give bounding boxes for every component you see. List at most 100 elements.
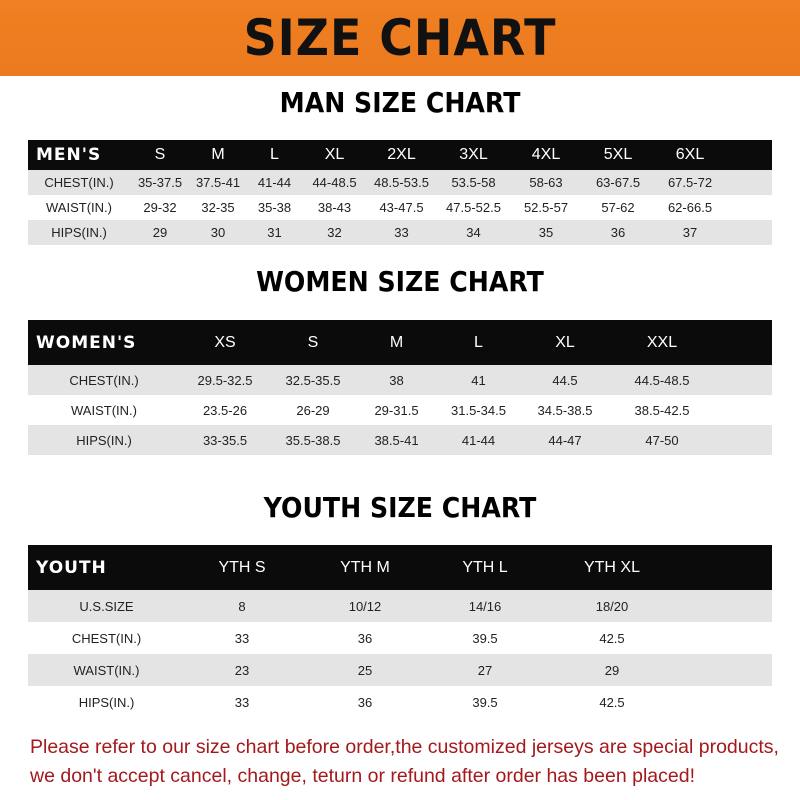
header-row: YOUTH YTH S YTH M YTH L YTH XL bbox=[28, 545, 772, 590]
measurement-cell: 33-35.5 bbox=[202, 432, 248, 448]
measurement-cell: 34 bbox=[466, 225, 481, 240]
measurement-cell: 33 bbox=[234, 694, 250, 710]
measurement-cell: 37 bbox=[682, 225, 698, 240]
table-row: CHEST(IN.) 29.5-32.5 32.5-35.5 38 41 44.5 44.5… bbox=[28, 365, 772, 395]
measurement-cell: 31.5-34.5 bbox=[451, 402, 506, 418]
row-label: HIPS(IN.) bbox=[51, 225, 107, 240]
row-label: CHEST(IN.) bbox=[71, 630, 142, 646]
size-header-cell: 3XL bbox=[459, 146, 488, 163]
row-label: CHEST(IN.) bbox=[69, 372, 139, 388]
size-header-cell: XS bbox=[214, 333, 236, 351]
table-row: HIPS(IN.) 33-35.5 35.5-38.5 38.5-41 41-44 44-… bbox=[28, 425, 772, 455]
youth-size-table: YOUTH YTH S YTH M YTH L YTH XL U.S.SIZE 8 10/12… bbox=[28, 545, 772, 718]
size-header-cell: 6XL bbox=[675, 146, 705, 163]
measurement-cell: 23 bbox=[234, 662, 250, 678]
size-header-cell: S bbox=[307, 333, 319, 351]
page-title: SIZE CHART bbox=[243, 9, 557, 67]
measurement-cell: 29-32 bbox=[143, 200, 177, 215]
row-label: WAIST(IN.) bbox=[71, 402, 137, 418]
measurement-cell: 47.5-52.5 bbox=[446, 200, 501, 215]
size-header-cell: YTH XL bbox=[583, 558, 640, 576]
women-section-title: WOMEN SIZE CHART bbox=[256, 265, 544, 298]
measurement-cell: 44.5-48.5 bbox=[634, 372, 690, 388]
measurement-cell: 14/16 bbox=[468, 598, 502, 614]
size-header-cell: S bbox=[154, 146, 166, 163]
measurement-cell: 30 bbox=[210, 225, 226, 240]
measurement-cell: 23.5-26 bbox=[202, 402, 248, 418]
measurement-cell: 29-31.5 bbox=[374, 402, 419, 418]
measurement-cell: 47-50 bbox=[645, 432, 679, 448]
measurement-cell: 10/12 bbox=[348, 598, 382, 614]
measurement-cell: 33 bbox=[394, 225, 409, 240]
measurement-cell: 8 bbox=[238, 598, 246, 614]
order-notice: Please refer to our size chart before or… bbox=[30, 733, 790, 791]
size-header-cell: M bbox=[389, 333, 404, 351]
measurement-cell: 36 bbox=[610, 225, 626, 240]
measurement-cell: 43-47.5 bbox=[379, 200, 424, 215]
measurement-cell: 35 bbox=[538, 225, 554, 240]
table-title-cell: WOMEN'S bbox=[36, 332, 137, 353]
measurement-cell: 52.5-57 bbox=[523, 200, 569, 215]
measurement-cell: 32.5-35.5 bbox=[285, 372, 341, 388]
measurement-cell: 58-63 bbox=[529, 175, 563, 190]
row-label: U.S.SIZE bbox=[79, 598, 134, 614]
row-label: HIPS(IN.) bbox=[78, 694, 135, 710]
row-label: HIPS(IN.) bbox=[76, 432, 132, 448]
table-row: U.S.SIZE 8 10/12 14/16 18/20 bbox=[28, 590, 772, 622]
row-label: CHEST(IN.) bbox=[44, 175, 114, 190]
women-size-table: WOMEN'S XS S M L XL XXL CHEST(IN.) 29.5-32.5 32.5… bbox=[28, 320, 772, 455]
size-header-cell: L bbox=[474, 333, 483, 351]
title-banner: SIZE CHART bbox=[0, 0, 800, 76]
measurement-cell: 31 bbox=[267, 225, 282, 240]
measurement-cell: 42.5 bbox=[599, 694, 625, 710]
measurement-cell: 27 bbox=[477, 662, 493, 678]
measurement-cell: 36 bbox=[357, 694, 373, 710]
table-row: WAIST(IN.) 29-32 32-35 35-38 38-43 43-47.5 47.… bbox=[28, 195, 772, 220]
table-title-cell: MEN'S bbox=[36, 145, 102, 165]
men-size-table: MEN'S S M L XL 2XL 3XL 4XL 5XL 6XL CHEST(IN.) 35-37… bbox=[28, 140, 772, 245]
measurement-cell: 18/20 bbox=[595, 598, 629, 614]
measurement-cell: 41-44 bbox=[461, 432, 496, 448]
table-row: WAIST(IN.) 23.5-26 26-29 29-31.5 31.5-34.5 34… bbox=[28, 395, 772, 425]
measurement-cell: 36 bbox=[357, 630, 373, 646]
measurement-cell: 32-35 bbox=[201, 200, 235, 215]
measurement-cell: 29 bbox=[604, 662, 620, 678]
measurement-cell: 37.5-41 bbox=[195, 175, 241, 190]
size-header-cell: L bbox=[270, 146, 279, 163]
measurement-cell: 33 bbox=[234, 630, 250, 646]
measurement-cell: 38.5-41 bbox=[374, 432, 419, 448]
table-row: WAIST(IN.) 23 25 27 29 bbox=[28, 654, 772, 686]
measurement-cell: 41 bbox=[471, 372, 486, 388]
measurement-cell: 38.5-42.5 bbox=[634, 402, 690, 418]
measurement-cell: 67.5-72 bbox=[667, 175, 713, 190]
row-label: WAIST(IN.) bbox=[46, 200, 112, 215]
table-row: HIPS(IN.) 29 30 31 32 33 34 35 36 37 bbox=[28, 220, 772, 245]
measurement-cell: 42.5 bbox=[599, 630, 625, 646]
table-row: HIPS(IN.) 33 36 39.5 42.5 bbox=[28, 686, 772, 718]
measurement-cell: 34.5-38.5 bbox=[537, 402, 593, 418]
men-section-title: MAN SIZE CHART bbox=[279, 86, 521, 119]
measurement-cell: 29 bbox=[152, 225, 168, 240]
notice-line-1: Please refer to our size chart before or… bbox=[30, 736, 779, 758]
youth-section-title: YOUTH SIZE CHART bbox=[263, 491, 537, 524]
measurement-cell: 44-48.5 bbox=[312, 175, 357, 190]
header-row: WOMEN'S XS S M L XL XXL bbox=[28, 320, 772, 365]
measurement-cell: 39.5 bbox=[472, 630, 498, 646]
measurement-cell: 38 bbox=[389, 372, 404, 388]
table-row: CHEST(IN.) 33 36 39.5 42.5 bbox=[28, 622, 772, 654]
measurement-cell: 35.5-38.5 bbox=[285, 432, 341, 448]
header-row: MEN'S S M L XL 2XL 3XL 4XL 5XL 6XL bbox=[28, 140, 772, 170]
measurement-cell: 63-67.5 bbox=[595, 175, 641, 190]
measurement-cell: 35-38 bbox=[257, 200, 292, 215]
size-header-cell: XL bbox=[324, 146, 345, 163]
measurement-cell: 39.5 bbox=[472, 694, 498, 710]
size-header-cell: XXL bbox=[646, 333, 678, 351]
measurement-cell: 32 bbox=[327, 225, 342, 240]
size-header-cell: M bbox=[211, 146, 225, 163]
measurement-cell: 26-29 bbox=[296, 402, 330, 418]
size-header-cell: 4XL bbox=[531, 146, 561, 163]
size-header-cell: YTH L bbox=[462, 558, 508, 576]
measurement-cell: 38-43 bbox=[317, 200, 352, 215]
notice-line-2: we don't accept cancel, change, teturn o… bbox=[30, 765, 695, 787]
measurement-cell: 35-37.5 bbox=[137, 175, 183, 190]
